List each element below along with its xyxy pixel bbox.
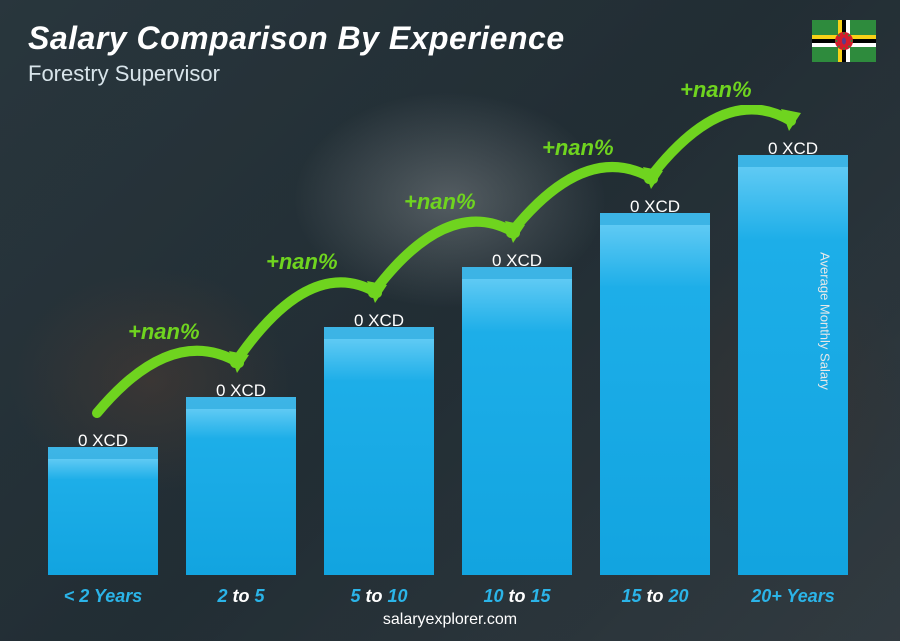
growth-percent-label: +nan% [542, 135, 614, 161]
bar-value: 0 XCD [738, 139, 848, 159]
page-title: Salary Comparison By Experience [28, 20, 565, 57]
bar-wrap: 0 XCD< 2 Years [48, 447, 158, 575]
bar-value: 0 XCD [324, 311, 434, 331]
growth-percent-label: +nan% [128, 319, 200, 345]
growth-percent-label: +nan% [404, 189, 476, 215]
bar-category-label: 10 to 15 [447, 586, 587, 607]
bar-category-label: 2 to 5 [171, 586, 311, 607]
bar: 0 XCD [462, 267, 572, 575]
bar-value: 0 XCD [48, 431, 158, 451]
y-axis-label: Average Monthly Salary [818, 252, 833, 390]
bar: 0 XCD [600, 213, 710, 575]
bar-value: 0 XCD [186, 381, 296, 401]
bar-category-label: 20+ Years [723, 586, 863, 607]
bar-wrap: 0 XCD2 to 5 [186, 397, 296, 575]
footer-attribution: salaryexplorer.com [0, 611, 900, 629]
salary-bar-chart: 0 XCD< 2 Years 0 XCD2 to 5 +nan% 0 XCD5 to … [40, 105, 860, 575]
bar-wrap: 0 XCD5 to 10 [324, 327, 434, 575]
bar-wrap: 0 XCD10 to 15 [462, 267, 572, 575]
bar: 0 XCD [324, 327, 434, 575]
bar: 0 XCD [186, 397, 296, 575]
bar-category-label: 5 to 10 [309, 586, 449, 607]
page-subtitle: Forestry Supervisor [28, 61, 565, 87]
bar: 0 XCD [48, 447, 158, 575]
bar-value: 0 XCD [600, 197, 710, 217]
bar-value: 0 XCD [462, 251, 572, 271]
header: Salary Comparison By Experience Forestry… [28, 20, 565, 87]
dominica-flag-icon [812, 20, 876, 62]
bar-category-label: < 2 Years [33, 586, 173, 607]
growth-percent-label: +nan% [266, 249, 338, 275]
bar-category-label: 15 to 20 [585, 586, 725, 607]
growth-percent-label: +nan% [680, 77, 752, 103]
bar-wrap: 0 XCD15 to 20 [600, 213, 710, 575]
